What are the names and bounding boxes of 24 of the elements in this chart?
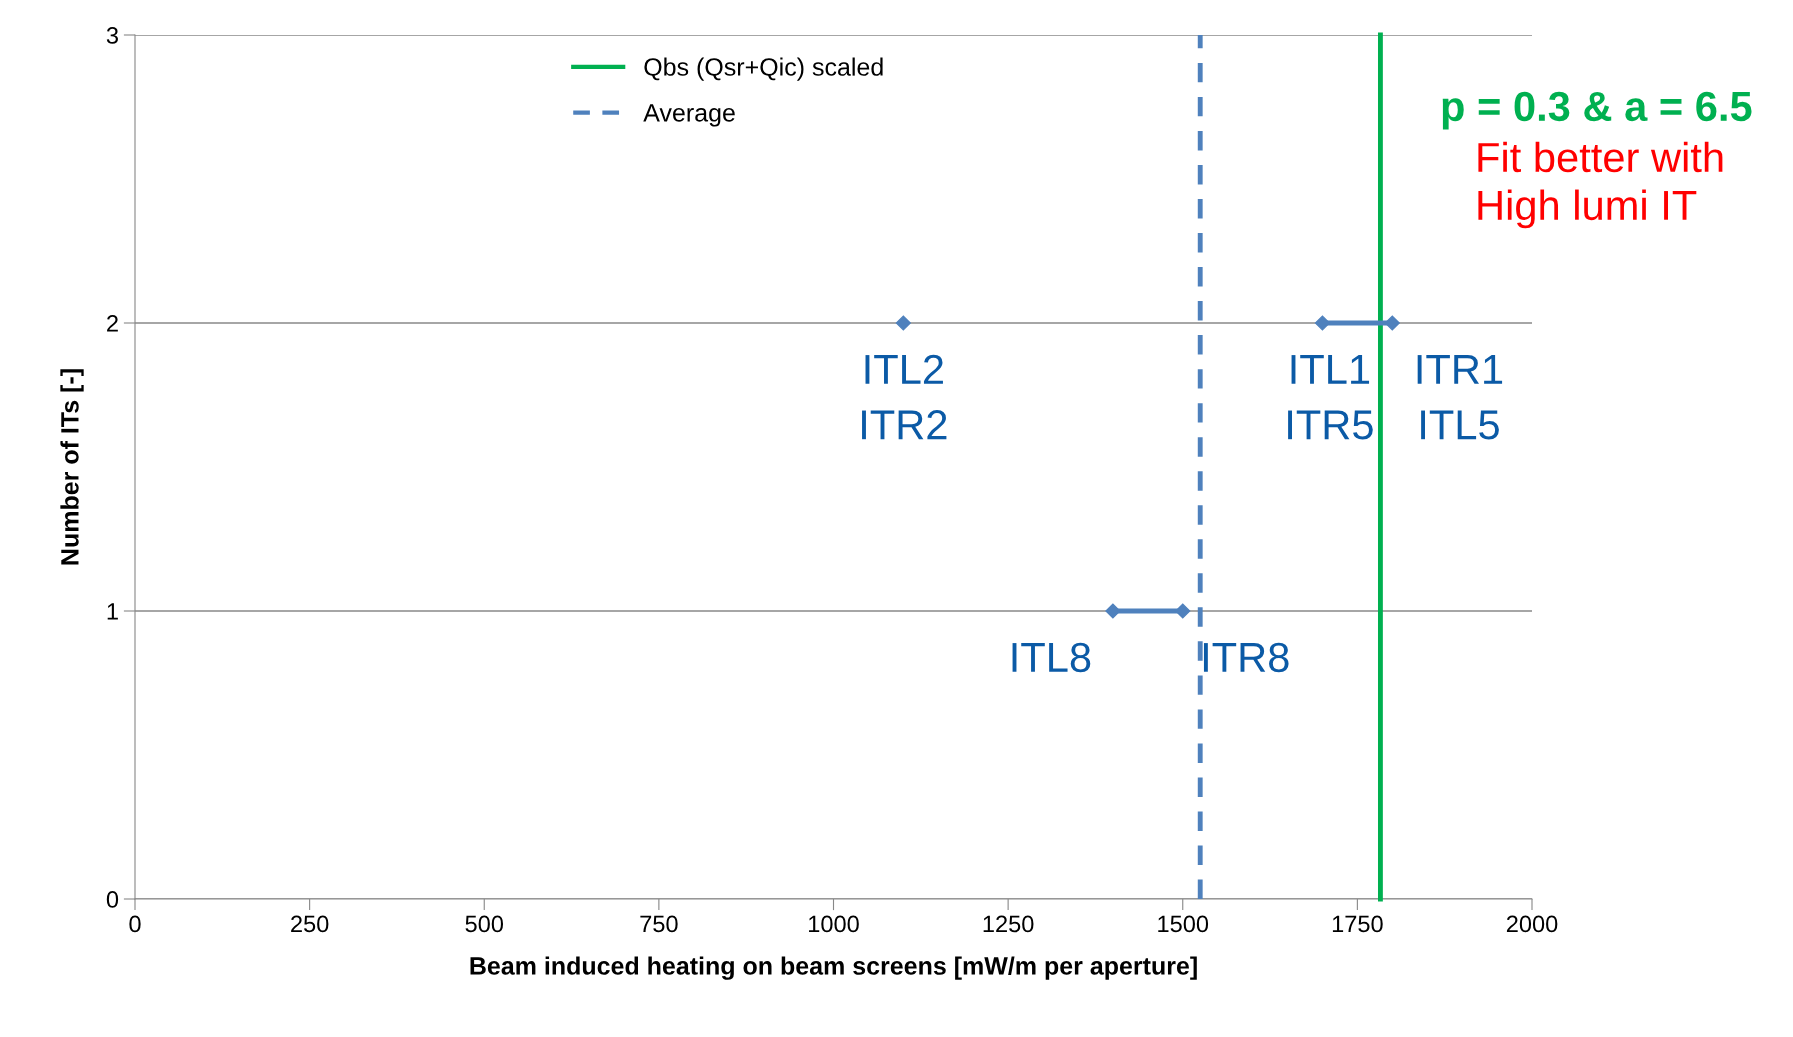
x-tick-label: 750 bbox=[640, 915, 678, 933]
y-axis-title: Number of ITs [-] bbox=[60, 369, 84, 565]
y-tick-label: 3 bbox=[106, 27, 118, 44]
legend-label: Average bbox=[643, 104, 735, 127]
x-tick-label: 500 bbox=[465, 915, 504, 933]
x-tick-label: 1750 bbox=[1332, 915, 1383, 933]
annotation: ITR8 bbox=[1203, 642, 1289, 673]
x-tick-label: 1000 bbox=[809, 915, 859, 933]
x-tick-label: 0 bbox=[129, 915, 141, 933]
annotation: ITL2 ITR2 bbox=[862, 354, 947, 440]
annotation: ITL1 ITR5 bbox=[1288, 355, 1373, 440]
annotation: ITL8 bbox=[1012, 642, 1091, 673]
x-tick-label: 250 bbox=[291, 915, 329, 933]
y-tick-label: 2 bbox=[107, 315, 118, 332]
x-tick-label: 2000 bbox=[1506, 915, 1558, 933]
x-tick-label: 1500 bbox=[1158, 915, 1209, 933]
x-axis-title: Beam induced heating on beam screens [mW/m per aperture] bbox=[470, 956, 1197, 980]
y-tick-label: 0 bbox=[106, 891, 119, 908]
annotation: p = 0.3 & a = 6.5 bbox=[1442, 91, 1752, 130]
y-tick-label: 1 bbox=[107, 603, 118, 620]
annotation: ITR1 ITL5 bbox=[1417, 355, 1503, 440]
annotation: Fit better with High lumi IT bbox=[1478, 141, 1723, 229]
x-tick-label: 1250 bbox=[983, 915, 1034, 933]
legend-label: Qbs (Qsr+Qic) scaled bbox=[644, 57, 883, 81]
